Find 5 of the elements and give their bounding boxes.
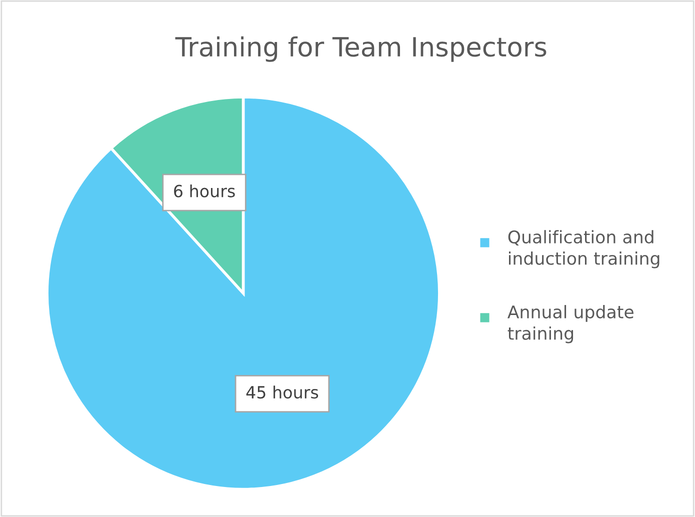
legend-label: Qualification and induction training	[508, 230, 660, 268]
data-label: 45 hours	[246, 386, 318, 399]
legend-label: Annual update training	[507, 305, 634, 344]
data-label: 6 hours	[174, 184, 235, 198]
chart-title: Training for Team Inspectors	[175, 36, 546, 62]
